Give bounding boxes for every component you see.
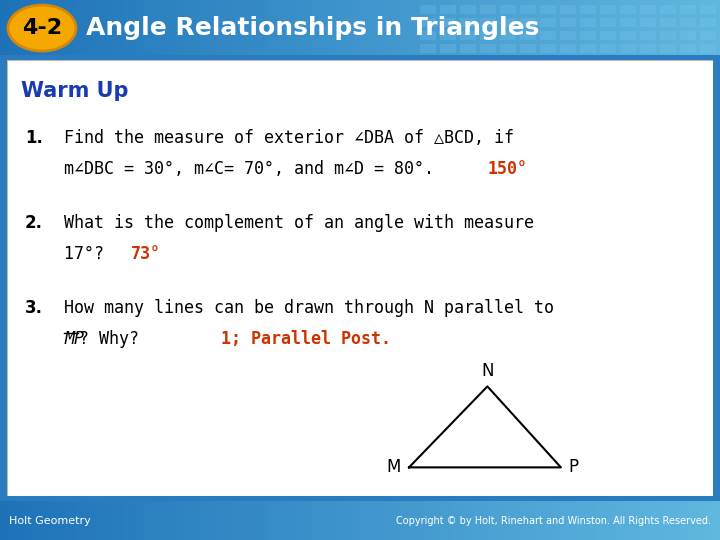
Bar (620, 5, 636, 14)
Bar (700, 18, 716, 27)
Text: N: N (481, 362, 494, 380)
Text: 4-2: 4-2 (22, 18, 62, 38)
Text: P: P (569, 458, 579, 476)
Bar (700, 44, 716, 53)
Text: Angle Relationships in Triangles: Angle Relationships in Triangles (86, 16, 539, 40)
Bar (620, 18, 636, 27)
Bar (540, 5, 556, 14)
Bar (600, 31, 616, 40)
Bar (560, 5, 576, 14)
Text: Copyright © by Holt, Rinehart and Winston. All Rights Reserved.: Copyright © by Holt, Rinehart and Winsto… (396, 516, 711, 526)
Text: 150°: 150° (487, 160, 527, 178)
Bar (660, 31, 676, 40)
Bar (520, 18, 536, 27)
Text: 1.: 1. (24, 129, 42, 147)
Bar (620, 31, 636, 40)
Text: M: M (387, 458, 401, 476)
Bar (580, 5, 596, 14)
Bar (580, 31, 596, 40)
Ellipse shape (8, 5, 76, 51)
Bar (500, 18, 516, 27)
Bar (440, 31, 456, 40)
Bar (460, 5, 476, 14)
Text: 3.: 3. (24, 299, 43, 318)
Bar (420, 44, 436, 53)
Bar (660, 5, 676, 14)
Bar (620, 44, 636, 53)
Bar (640, 31, 656, 40)
Bar (580, 44, 596, 53)
Bar (440, 44, 456, 53)
Text: Find the measure of exterior ∠DBA of △BCD, if: Find the measure of exterior ∠DBA of △BC… (64, 129, 514, 147)
Text: m∠DBC = 30°, m∠C= 70°, and m∠D = 80°.: m∠DBC = 30°, m∠C= 70°, and m∠D = 80°. (64, 160, 444, 178)
Bar (420, 31, 436, 40)
Bar (520, 44, 536, 53)
Text: How many lines can be drawn through N parallel to: How many lines can be drawn through N pa… (64, 299, 554, 318)
Bar (560, 31, 576, 40)
Text: ? Why?: ? Why? (79, 330, 169, 348)
Text: 73°: 73° (130, 245, 161, 262)
Bar (600, 18, 616, 27)
Bar (420, 5, 436, 14)
Bar (640, 18, 656, 27)
Bar (520, 5, 536, 14)
Bar (540, 31, 556, 40)
Bar (480, 44, 496, 53)
Bar (580, 18, 596, 27)
Bar (640, 5, 656, 14)
Text: What is the complement of an angle with measure: What is the complement of an angle with … (64, 214, 534, 232)
Bar (560, 18, 576, 27)
Bar (600, 5, 616, 14)
Bar (440, 5, 456, 14)
Bar (700, 31, 716, 40)
Bar (680, 18, 696, 27)
Bar (660, 18, 676, 27)
Bar (540, 44, 556, 53)
Bar (440, 18, 456, 27)
Bar (540, 18, 556, 27)
Bar (480, 18, 496, 27)
Bar (680, 44, 696, 53)
Bar (640, 44, 656, 53)
Bar (680, 31, 696, 40)
Bar (460, 18, 476, 27)
Bar (500, 5, 516, 14)
Text: 1; Parallel Post.: 1; Parallel Post. (221, 330, 391, 348)
FancyBboxPatch shape (7, 60, 713, 496)
Bar (480, 31, 496, 40)
Bar (560, 44, 576, 53)
Text: 2.: 2. (24, 214, 43, 232)
Bar (460, 44, 476, 53)
Bar (420, 18, 436, 27)
Bar (600, 44, 616, 53)
Bar (660, 44, 676, 53)
Bar (700, 5, 716, 14)
Bar (500, 31, 516, 40)
Bar (460, 31, 476, 40)
Bar (520, 31, 536, 40)
Text: 17°?: 17°? (64, 245, 114, 262)
Bar (500, 44, 516, 53)
Text: MP: MP (64, 330, 84, 348)
Bar (480, 5, 496, 14)
Text: Warm Up: Warm Up (21, 80, 128, 101)
Bar (680, 5, 696, 14)
Text: Holt Geometry: Holt Geometry (9, 516, 91, 526)
